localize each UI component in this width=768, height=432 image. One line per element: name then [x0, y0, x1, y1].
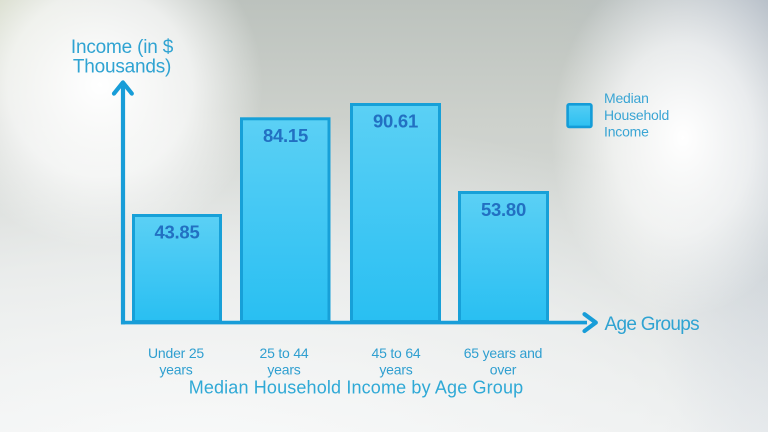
svg-text:years: years: [159, 362, 192, 378]
svg-text:Median Household Income by Age: Median Household Income by Age Group: [189, 378, 524, 398]
svg-text:years: years: [379, 362, 412, 378]
svg-text:45 to 64: 45 to 64: [372, 345, 421, 361]
svg-text:Thousands): Thousands): [73, 56, 171, 77]
svg-text:25 to 44: 25 to 44: [260, 345, 309, 361]
svg-text:Under 25: Under 25: [148, 345, 204, 361]
svg-text:Household: Household: [604, 107, 669, 123]
svg-text:Income (in $: Income (in $: [71, 37, 174, 58]
svg-text:over: over: [490, 362, 517, 378]
svg-text:53.80: 53.80: [481, 199, 526, 220]
svg-text:Age Groups: Age Groups: [605, 314, 700, 335]
svg-text:90.61: 90.61: [373, 110, 418, 131]
svg-text:65 years and: 65 years and: [464, 345, 543, 361]
svg-text:84.15: 84.15: [263, 125, 308, 146]
svg-text:Income: Income: [604, 124, 649, 140]
svg-text:Median: Median: [604, 90, 649, 106]
svg-text:43.85: 43.85: [154, 222, 199, 243]
svg-text:years: years: [267, 362, 300, 378]
